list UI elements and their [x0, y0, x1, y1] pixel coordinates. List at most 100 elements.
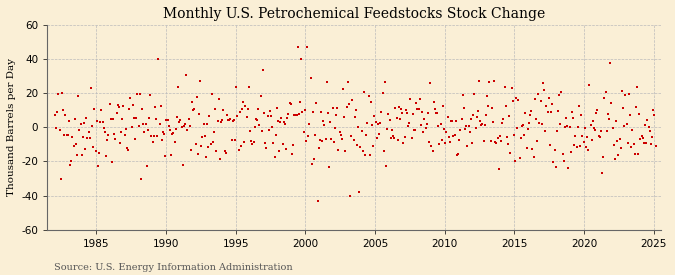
Point [645, 128, 655, 133]
Point [226, 137, 237, 142]
Point [558, 158, 569, 163]
Point [441, 130, 452, 134]
Point [398, 141, 409, 145]
Point [162, 118, 173, 122]
Point [353, 125, 364, 129]
Point [408, 112, 418, 117]
Point [550, 165, 561, 170]
Point [429, 107, 440, 112]
Point [261, 145, 272, 150]
Point [574, 104, 585, 108]
Point [554, 93, 564, 97]
Point [408, 128, 419, 132]
Point [298, 130, 309, 134]
Point [139, 130, 150, 134]
Point [331, 113, 342, 117]
Point [566, 110, 577, 114]
Point [603, 112, 614, 116]
Point [204, 114, 215, 118]
Point [491, 141, 502, 145]
Point [145, 93, 156, 98]
Point [387, 128, 398, 132]
Point [335, 133, 346, 138]
Point [471, 115, 482, 120]
Point [81, 116, 92, 120]
Point [458, 106, 469, 110]
Point [334, 130, 345, 135]
Point [424, 140, 435, 145]
Point [284, 101, 295, 106]
Point [553, 109, 564, 113]
Point [140, 122, 151, 126]
Point [131, 116, 142, 120]
Point [176, 125, 187, 129]
Point [569, 143, 580, 147]
Point [95, 119, 106, 124]
Point [632, 84, 643, 89]
Point [347, 97, 358, 102]
Point [412, 106, 423, 111]
Point [649, 113, 660, 118]
Point [472, 109, 483, 114]
Point [168, 130, 179, 135]
Point [279, 122, 290, 127]
Point [90, 148, 101, 153]
Point [487, 120, 498, 124]
Point [570, 134, 580, 138]
Point [375, 121, 385, 125]
Point [67, 135, 78, 139]
Point [376, 110, 387, 114]
Point [112, 102, 123, 107]
Point [564, 125, 575, 130]
Point [470, 126, 481, 130]
Point [367, 123, 377, 128]
Point [420, 126, 431, 131]
Point [148, 134, 159, 138]
Point [540, 128, 551, 133]
Point [574, 144, 585, 148]
Point [597, 170, 608, 175]
Point [503, 142, 514, 146]
Point [84, 136, 95, 140]
Point [340, 149, 351, 154]
Point [477, 122, 488, 126]
Point [333, 148, 344, 152]
Point [627, 127, 638, 132]
Point [445, 140, 456, 145]
Point [592, 108, 603, 112]
Point [396, 107, 406, 111]
Point [613, 153, 624, 157]
Point [289, 113, 300, 117]
Title: Monthly U.S. Petrochemical Feedstocks Stock Change: Monthly U.S. Petrochemical Feedstocks St… [163, 7, 545, 21]
Point [147, 140, 158, 144]
Point [275, 120, 286, 124]
Point [76, 153, 87, 157]
Point [587, 119, 598, 123]
Point [356, 129, 367, 133]
Point [389, 136, 400, 140]
Point [482, 94, 493, 98]
Point [236, 143, 246, 148]
Point [105, 116, 116, 121]
Point [207, 92, 217, 96]
Point [339, 115, 350, 120]
Point [502, 135, 512, 140]
Point [189, 107, 200, 112]
Point [126, 125, 137, 129]
Point [209, 130, 219, 134]
Point [385, 136, 396, 141]
Point [303, 133, 314, 138]
Point [96, 108, 107, 113]
Point [54, 128, 65, 133]
Point [433, 124, 443, 128]
Point [328, 140, 339, 144]
Point [645, 142, 656, 146]
Point [532, 139, 543, 143]
Point [384, 118, 395, 122]
Point [524, 121, 535, 125]
Point [120, 127, 131, 132]
Point [495, 139, 506, 143]
Point [66, 159, 77, 163]
Point [163, 123, 174, 128]
Point [516, 136, 526, 140]
